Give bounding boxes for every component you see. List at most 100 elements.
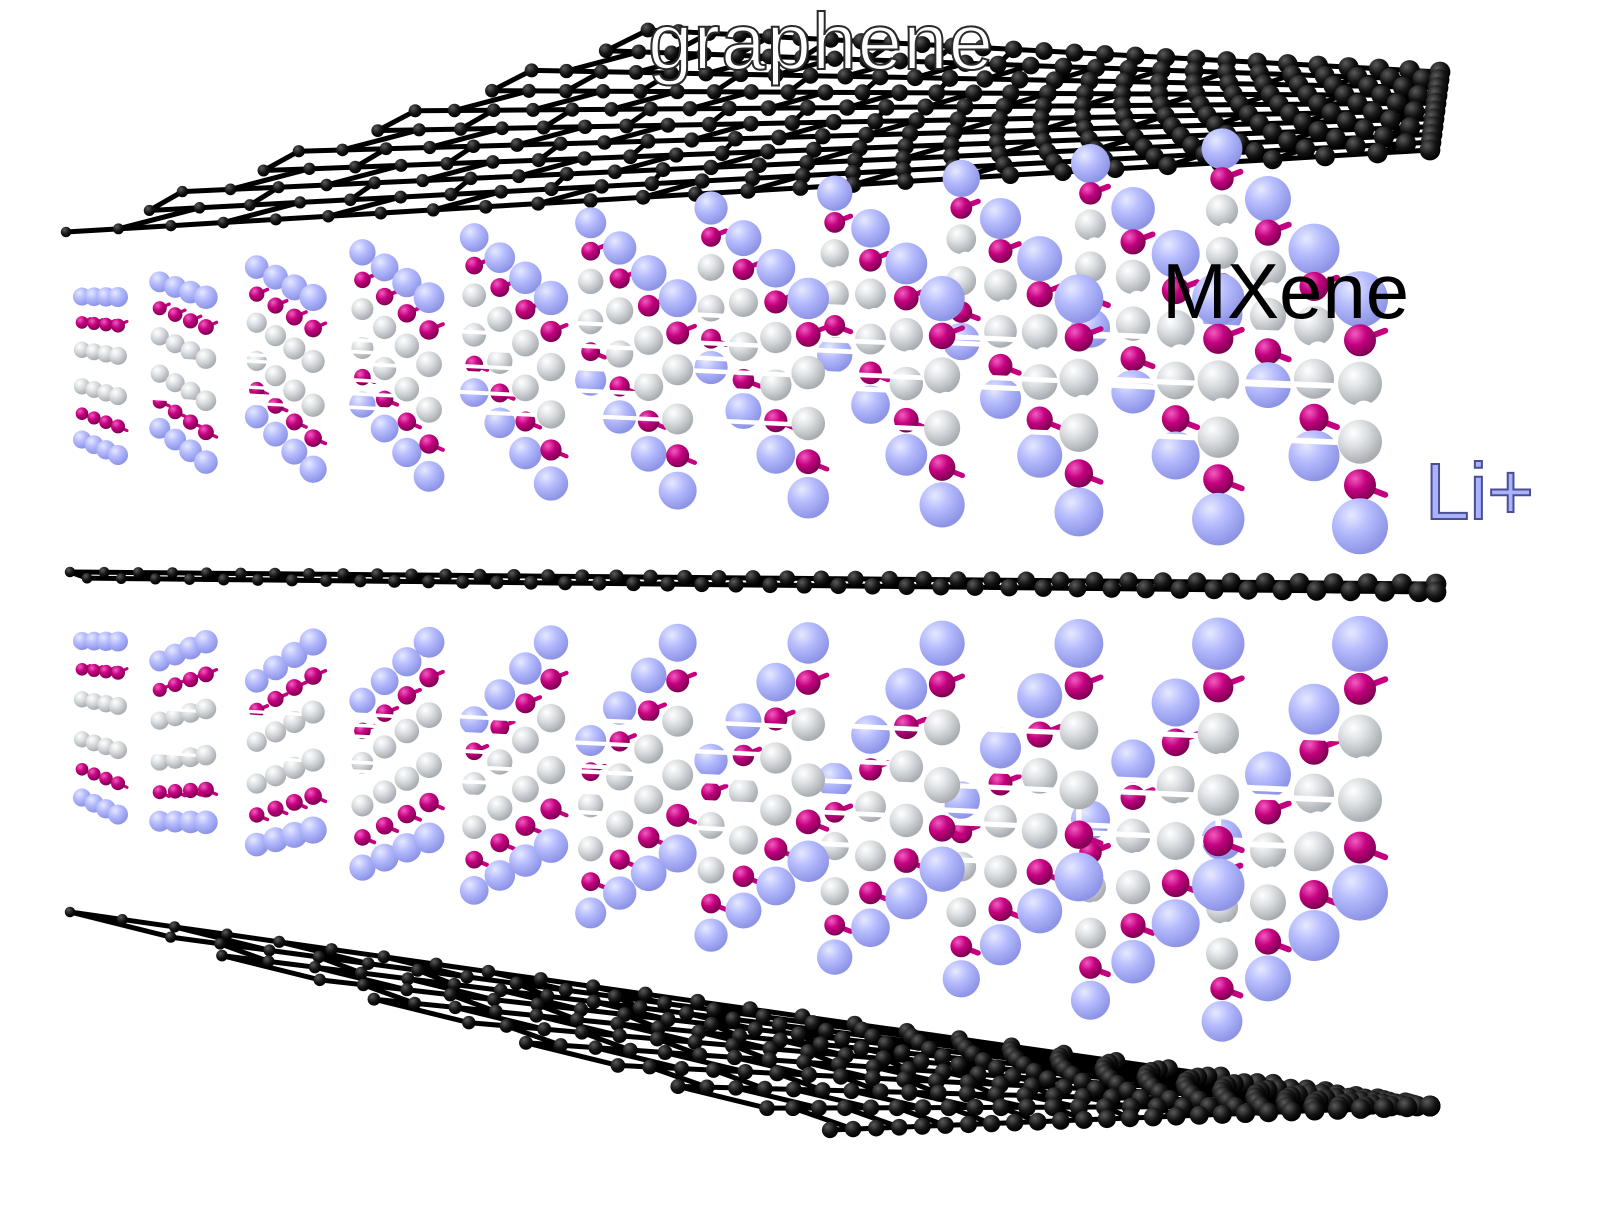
- carbon-atom: [507, 569, 521, 583]
- carbon-atom: [800, 100, 816, 116]
- mxene-bond: [678, 419, 809, 425]
- termination-atom: [183, 414, 198, 429]
- li-ion: [1192, 617, 1244, 669]
- carbon-atom: [423, 141, 436, 154]
- li-ion: [1071, 981, 1110, 1020]
- li-ion: [414, 282, 445, 313]
- termination-atom: [87, 411, 100, 424]
- metal-atom: [109, 387, 127, 405]
- carbon-site: [189, 730, 200, 741]
- metal-atom: [924, 767, 960, 803]
- carbon-site: [771, 353, 788, 370]
- carbon-atom: [934, 1048, 951, 1065]
- carbon-atom: [117, 914, 128, 925]
- carbon-atom: [554, 1038, 568, 1052]
- carbon-atom: [785, 1100, 801, 1116]
- metal-atom: [512, 776, 539, 803]
- carbon-atom: [218, 574, 230, 586]
- termination-atom: [87, 767, 100, 780]
- carbon-atom: [177, 186, 188, 197]
- carbon-atom: [638, 987, 653, 1002]
- carbon-atom: [928, 84, 945, 101]
- carbon-atom: [1396, 133, 1417, 154]
- carbon-atom: [813, 571, 829, 587]
- carbon-atom: [940, 1099, 957, 1116]
- termination-atom: [286, 414, 303, 431]
- li-ion: [885, 242, 927, 284]
- carbon-atom: [405, 568, 418, 581]
- carbon-atom: [1351, 1099, 1371, 1119]
- mxene-bond: [551, 718, 678, 724]
- carbon-atom: [983, 1115, 1000, 1132]
- carbon-atom: [623, 1043, 638, 1058]
- metal-atom: [634, 372, 663, 401]
- li-ion: [1289, 684, 1340, 735]
- termination-atom: [929, 815, 956, 842]
- li-ion: [1152, 899, 1200, 947]
- metal-atom: [247, 732, 267, 752]
- termination-atom: [1344, 673, 1376, 705]
- carbon-atom: [1022, 57, 1040, 75]
- metal-atom: [373, 316, 396, 339]
- li-ion: [484, 242, 515, 273]
- termination-atom: [1344, 469, 1376, 501]
- carbon-atom: [357, 978, 370, 991]
- li-ion: [194, 285, 218, 309]
- metal-atom: [1206, 938, 1238, 970]
- metal-atom: [634, 734, 663, 763]
- carbon-atom: [1346, 136, 1366, 156]
- li-ion: [1202, 1001, 1243, 1042]
- carbon-atom: [413, 123, 426, 136]
- metal-atom: [698, 812, 725, 839]
- termination-atom: [198, 782, 214, 798]
- carbon-atom: [374, 207, 387, 220]
- carbon-atom: [541, 569, 555, 583]
- termination-atom: [168, 405, 183, 420]
- termination-atom: [1065, 323, 1093, 351]
- carbon-atom: [559, 64, 573, 78]
- termination-atom: [1255, 219, 1281, 245]
- metal-atom: [760, 322, 791, 353]
- carbon-site: [803, 389, 821, 407]
- carbon-atom: [184, 574, 195, 585]
- metal-atom: [1338, 778, 1382, 822]
- metal-atom: [946, 224, 976, 254]
- termination-atom: [1210, 167, 1233, 190]
- carbon-atom: [1052, 1112, 1070, 1130]
- carbon-site: [803, 743, 821, 761]
- carbon-atom: [559, 983, 573, 997]
- termination-atom: [796, 322, 821, 347]
- carbon-site: [645, 355, 661, 371]
- termination-atom: [490, 278, 509, 297]
- carbon-site: [739, 808, 755, 824]
- li-ion: [1071, 144, 1110, 183]
- carbon-atom: [1018, 1098, 1036, 1116]
- metal-atom: [855, 840, 886, 871]
- carbon-atom: [826, 114, 842, 130]
- carbon-atom: [99, 567, 110, 578]
- metal-atom: [1198, 360, 1239, 401]
- li-ion: [920, 276, 965, 321]
- li-ion: [725, 220, 761, 256]
- carbon-atom: [878, 99, 895, 116]
- mxene-bond: [1090, 225, 1222, 231]
- carbon-atom: [65, 907, 76, 918]
- termination-atom: [733, 866, 754, 887]
- carbon-atom: [487, 993, 501, 1007]
- li-ion: [694, 744, 727, 777]
- metal-atom: [302, 700, 325, 723]
- termination-atom: [1203, 826, 1233, 856]
- mxene-bond: [1176, 841, 1314, 847]
- carbon-atom: [560, 167, 574, 181]
- termination-atom: [183, 313, 198, 328]
- carbon-atom: [792, 180, 808, 196]
- termination-atom: [376, 704, 393, 721]
- carbon-atom: [201, 567, 213, 579]
- termination-atom: [540, 798, 561, 819]
- carbon-atom: [791, 1026, 807, 1042]
- metal-atom: [1250, 832, 1286, 868]
- carbon-atom: [761, 100, 777, 116]
- carbon-atom: [711, 570, 726, 585]
- carbon-site: [1086, 902, 1103, 919]
- carbon-atom: [487, 103, 501, 117]
